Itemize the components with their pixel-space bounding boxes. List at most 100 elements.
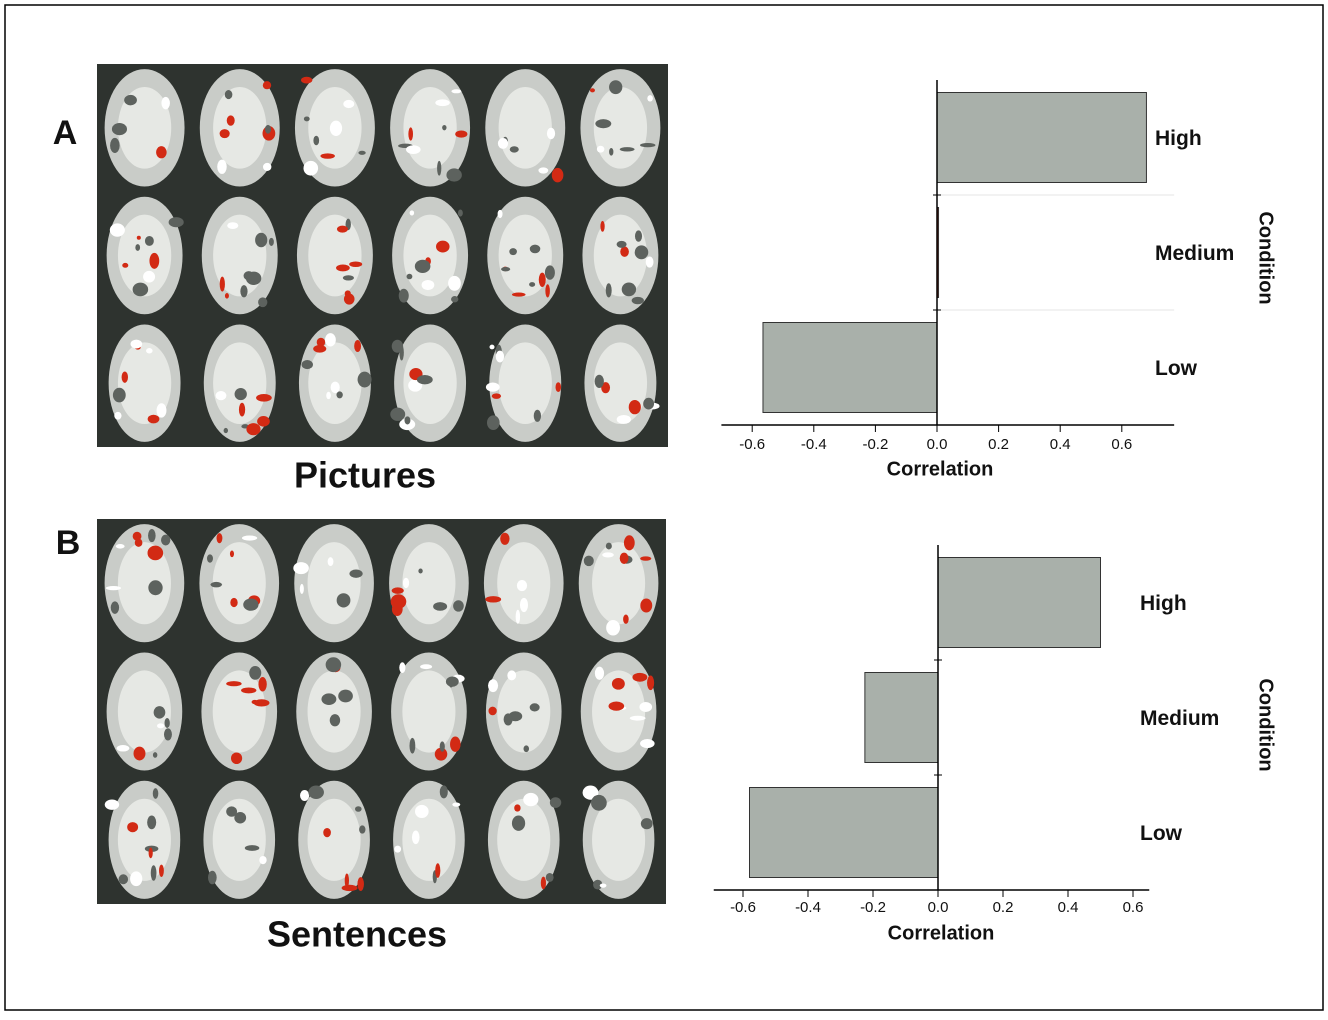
blob: [216, 391, 227, 400]
blob: [254, 699, 270, 706]
x-tick-label: -0.4: [801, 436, 827, 453]
blob: [600, 884, 607, 888]
blob: [504, 713, 513, 725]
blob: [227, 115, 235, 125]
blob: [359, 825, 365, 833]
blob: [617, 415, 631, 424]
blob: [612, 678, 625, 690]
blob: [451, 89, 461, 93]
blob: [220, 129, 230, 138]
blob: [130, 871, 142, 886]
blob: [320, 153, 335, 158]
blob: [391, 594, 407, 609]
caption: Pictures: [294, 455, 436, 496]
blob: [623, 614, 629, 623]
blob: [498, 210, 503, 218]
blob: [584, 556, 594, 566]
blob: [451, 296, 458, 302]
blob: [225, 90, 233, 99]
blob: [157, 403, 167, 417]
bar: [763, 323, 937, 413]
blob: [646, 256, 654, 267]
blob: [409, 738, 415, 754]
blob: [639, 702, 652, 712]
blob: [328, 557, 334, 566]
x-tick-label: 0.6: [1111, 436, 1132, 453]
blob: [640, 556, 651, 560]
blob: [293, 562, 309, 574]
blob: [606, 283, 612, 297]
brain-core: [402, 799, 455, 881]
blob: [437, 161, 441, 176]
blob: [337, 226, 348, 233]
blob: [156, 146, 167, 158]
blob: [117, 745, 130, 751]
blob: [595, 375, 604, 388]
x-tick-label: 0.4: [1050, 436, 1071, 453]
blob: [105, 799, 119, 809]
blob: [302, 360, 313, 369]
blob: [539, 273, 546, 287]
blob: [258, 297, 267, 307]
blob: [501, 267, 510, 271]
blob: [133, 532, 142, 541]
blob: [249, 666, 261, 680]
blob: [538, 167, 548, 173]
blob: [595, 667, 604, 680]
blob: [122, 372, 128, 383]
blob: [433, 602, 447, 611]
blob: [520, 598, 528, 612]
blob: [640, 143, 656, 147]
blob: [418, 569, 422, 574]
blob: [119, 874, 128, 884]
blob: [399, 289, 409, 303]
blob: [110, 223, 125, 236]
blob: [541, 877, 546, 890]
blob: [326, 657, 342, 672]
x-tick-label: 0.2: [988, 436, 1009, 453]
blob: [344, 294, 355, 305]
blob: [225, 293, 229, 299]
blob: [246, 423, 260, 435]
blob: [258, 677, 266, 691]
blob: [412, 831, 420, 845]
panel-label: A: [53, 114, 78, 152]
y-axis-title: Condition: [1255, 678, 1277, 771]
blob: [492, 393, 501, 399]
blob: [415, 260, 431, 273]
blob: [620, 246, 629, 256]
blob: [357, 877, 364, 891]
blob: [640, 739, 655, 748]
blob: [550, 797, 561, 808]
blob: [325, 333, 336, 346]
blob: [220, 277, 225, 292]
blob: [390, 408, 405, 421]
blob: [313, 345, 326, 353]
blob: [112, 123, 127, 135]
blob: [263, 163, 271, 171]
blob: [410, 210, 415, 215]
blob: [487, 415, 500, 430]
brain-core: [499, 342, 552, 424]
blob: [517, 580, 527, 591]
blob: [630, 716, 646, 721]
blob: [643, 398, 654, 410]
blob: [392, 340, 403, 353]
blob: [446, 677, 459, 687]
blob: [153, 752, 157, 758]
blob: [600, 221, 604, 232]
brain-core: [592, 799, 645, 881]
blob: [420, 664, 432, 669]
blob: [415, 805, 429, 818]
blob: [164, 718, 169, 728]
blob: [301, 77, 312, 84]
blob: [406, 145, 421, 154]
blob: [552, 168, 564, 182]
blob: [507, 670, 516, 680]
blob: [488, 679, 498, 692]
blob: [244, 271, 254, 280]
blob: [300, 584, 304, 594]
blob: [269, 238, 274, 246]
blob: [161, 97, 169, 109]
blob: [358, 372, 372, 388]
